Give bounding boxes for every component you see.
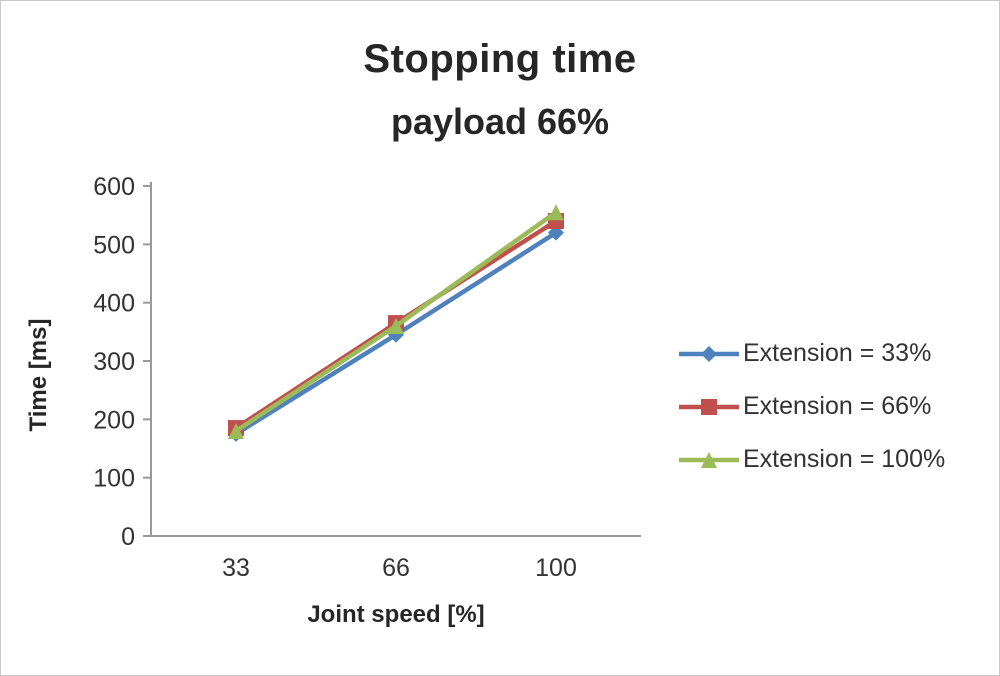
- y-tick-label: 100: [93, 465, 135, 493]
- y-axis-title: Time [ms]: [25, 318, 52, 432]
- x-tick-label: 100: [535, 554, 577, 582]
- legend: Extension = 33% Extension = 66% Extension …: [677, 339, 945, 474]
- legend-label: Extension = 33%: [743, 339, 932, 367]
- legend-label: Extension = 100%: [743, 445, 946, 473]
- x-tick-label: 33: [222, 554, 250, 582]
- legend-marker-square: [679, 398, 739, 415]
- series-marker-diamond: [701, 345, 717, 362]
- series-marker-triangle: [228, 423, 244, 439]
- x-axis-title: Joint speed [%]: [307, 601, 485, 628]
- y-tick-label: 200: [93, 406, 135, 434]
- series-marker-square: [701, 398, 717, 415]
- legend-item: Extension = 100%: [677, 445, 945, 474]
- y-tick-label: 300: [93, 348, 135, 376]
- series-marker-triangle: [388, 318, 404, 334]
- x-tick-label: 66: [382, 554, 410, 582]
- series-marker-triangle: [701, 451, 717, 468]
- legend-label: Extension = 66%: [743, 392, 932, 420]
- legend-item: Extension = 66%: [677, 392, 945, 421]
- y-tick-label: 400: [93, 290, 135, 318]
- series-marker-triangle: [548, 204, 564, 221]
- y-tick-label: 0: [121, 523, 135, 551]
- y-tick-label: 600: [93, 173, 135, 201]
- y-tick-label: 500: [93, 231, 135, 259]
- chart-title: Stopping time: [363, 37, 637, 81]
- chart-subtitle: payload 66%: [390, 101, 610, 142]
- legend-item: Extension = 33%: [677, 339, 945, 368]
- legend-marker-diamond: [679, 345, 739, 362]
- legend-marker-triangle: [679, 451, 739, 468]
